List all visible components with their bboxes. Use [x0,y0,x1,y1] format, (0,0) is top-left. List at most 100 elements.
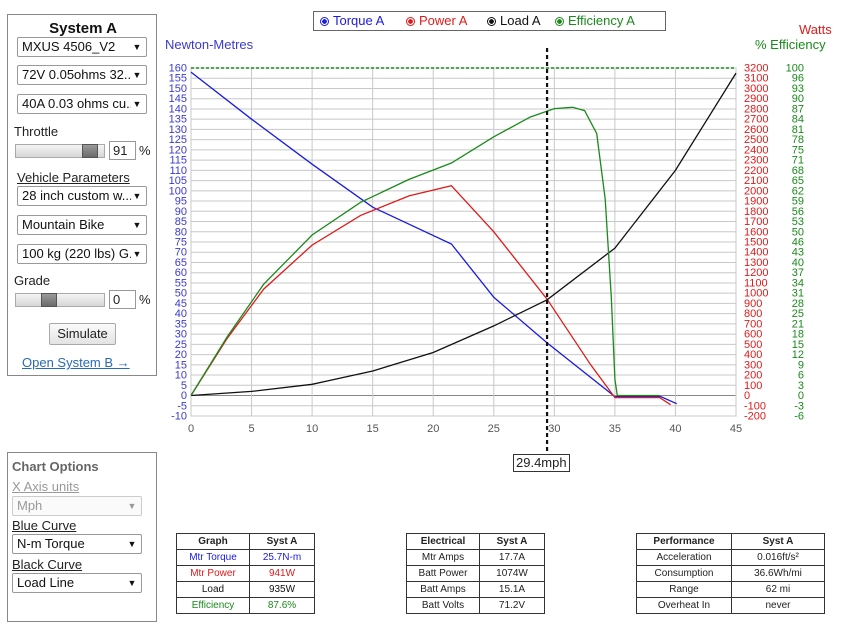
chevron-down-icon: ▼ [131,216,143,234]
x-tick-label: 0 [188,423,194,435]
weight-select[interactable]: 100 kg (220 lbs) G... ▼ [17,244,147,264]
y-efficiency-tick-label: 43 [792,247,804,259]
y-left-tick-label: 20 [175,349,187,361]
table-header-row: Graph Syst A [176,533,315,550]
table-row: Batt Amps 15.1A [406,581,545,598]
x-tick-label: 25 [488,423,500,435]
chart-legend: Torque A Power A Load A Efficiency A [313,11,666,31]
y-watts-tick-label: 1200 [744,267,768,279]
wheel-select[interactable]: 28 inch custom w... ▼ [17,186,147,206]
left-axis-title: Newton-Metres [165,37,254,52]
legend-dot-icon [406,17,415,26]
throttle-slider[interactable] [15,144,105,158]
table-row-label: Overheat In [636,597,732,614]
throttle-slider-handle[interactable] [81,144,98,158]
y-efficiency-tick-label: 46 [792,237,804,249]
table-row-value: 935W [249,581,315,598]
y-efficiency-tick-label: 84 [792,114,804,126]
y-left-tick-label: 60 [175,267,187,279]
y-efficiency-tick-label: 15 [792,339,804,351]
blue-curve-label: Blue Curve [12,518,77,533]
table-row-label: Batt Amps [406,581,480,598]
y-left-tick-label: 105 [169,175,187,187]
y-left-tick-label: 140 [169,103,187,115]
open-system-b-link[interactable]: Open System B → [22,355,130,370]
grade-slider[interactable] [15,293,105,307]
black-curve-select[interactable]: Load Line ▼ [12,573,142,593]
chevron-down-icon: ▼ [126,497,138,515]
y-left-tick-label: 155 [169,73,187,85]
chevron-down-icon: ▼ [131,95,143,113]
blue-curve-select[interactable]: N-m Torque ▼ [12,534,142,554]
table-row: Mtr Torque 25.7N-m [176,549,315,566]
table-header-cell: Electrical [406,533,480,550]
y-watts-tick-label: 3100 [744,73,768,85]
y-left-tick-label: 80 [175,226,187,238]
throttle-input[interactable]: 91 [109,141,136,160]
y-left-tick-label: 160 [169,63,187,75]
y-efficiency-tick-label: 12 [792,349,804,361]
y-watts-tick-label: 2600 [744,124,768,136]
legend-dot-icon [487,17,496,26]
y-left-tick-label: 100 [169,185,187,197]
table-header-cell: Graph [176,533,250,550]
x-tick-label: 45 [730,423,742,435]
simulate-button[interactable]: Simulate [49,323,116,345]
table-row-label: Mtr Power [176,565,250,582]
motor-select[interactable]: MXUS 4506_V2 ▼ [17,37,147,57]
y-efficiency-tick-label: -3 [794,400,804,412]
y-left-tick-label: -10 [171,411,187,423]
legend-item-torque[interactable]: Torque A [320,13,384,28]
x-axis-units-select: Mph ▼ [12,496,142,516]
legend-item-efficiency[interactable]: Efficiency A [555,13,635,28]
chevron-down-icon: ▼ [131,245,143,263]
y-left-tick-label: 55 [175,277,187,289]
y-watts-tick-label: 1700 [744,216,768,228]
chart-options-panel: Chart Options X Axis units Mph ▼ Blue Cur… [7,452,157,622]
grade-slider-handle[interactable] [41,293,58,307]
y-efficiency-tick-label: 90 [792,93,804,105]
y-left-tick-label: 135 [169,114,187,126]
y-efficiency-tick-label: 68 [792,165,804,177]
x-axis-units-label: X Axis units [12,479,80,494]
legend-label: Power A [419,13,468,28]
cursor-speed-label[interactable]: 29.4mph [513,454,570,472]
table-row: Range 62 mi [636,581,825,598]
series-line [190,72,737,397]
table-row-label: Batt Power [406,565,480,582]
legend-dot-icon [555,17,564,26]
x-tick-label: 10 [306,423,318,435]
table-row: Batt Power 1074W [406,565,545,582]
series-line [190,71,677,405]
right-axis-title-watts: Watts [799,22,832,37]
legend-item-power[interactable]: Power A [406,13,467,28]
weight-select-value: 100 kg (220 lbs) G... [22,246,140,261]
legend-label: Efficiency A [568,13,635,28]
y-efficiency-tick-label: 75 [792,144,804,156]
y-efficiency-tick-label: 96 [792,73,804,85]
table-header-cell: Syst A [249,533,315,550]
y-watts-tick-label: 1600 [744,226,768,238]
blue-curve-value: N-m Torque [17,536,85,551]
series-line [190,106,660,397]
performance-chart[interactable]: -10-505101520253035404550556065707580859… [0,0,866,470]
y-efficiency-tick-label: 21 [792,318,804,330]
controller-select[interactable]: 40A 0.03 ohms cu... ▼ [17,94,147,114]
table-row: Batt Volts 71.2V [406,597,545,614]
battery-select[interactable]: 72V 0.05ohms 32... ▼ [17,65,147,85]
y-efficiency-tick-label: 93 [792,83,804,95]
x-tick-label: 15 [367,423,379,435]
table-row-label: Mtr Amps [406,549,480,566]
y-efficiency-tick-label: 37 [792,267,804,279]
y-efficiency-tick-label: 87 [792,103,804,115]
table-header-cell: Syst A [731,533,825,550]
y-left-tick-label: 25 [175,339,187,351]
right-axis-title-efficiency: % Efficiency [755,37,826,52]
bike-type-select[interactable]: Mountain Bike ▼ [17,215,147,235]
grade-input[interactable]: 0 [109,290,136,309]
table-row: Mtr Power 941W [176,565,315,582]
system-a-panel: System A MXUS 4506_V2 ▼ 72V 0.05ohms 32..… [7,14,157,376]
electrical-table: Electrical Syst A Mtr Amps 17.7A Batt Power 1… [406,533,545,614]
legend-item-load[interactable]: Load A [487,13,541,28]
legend-dot-icon [320,17,329,26]
